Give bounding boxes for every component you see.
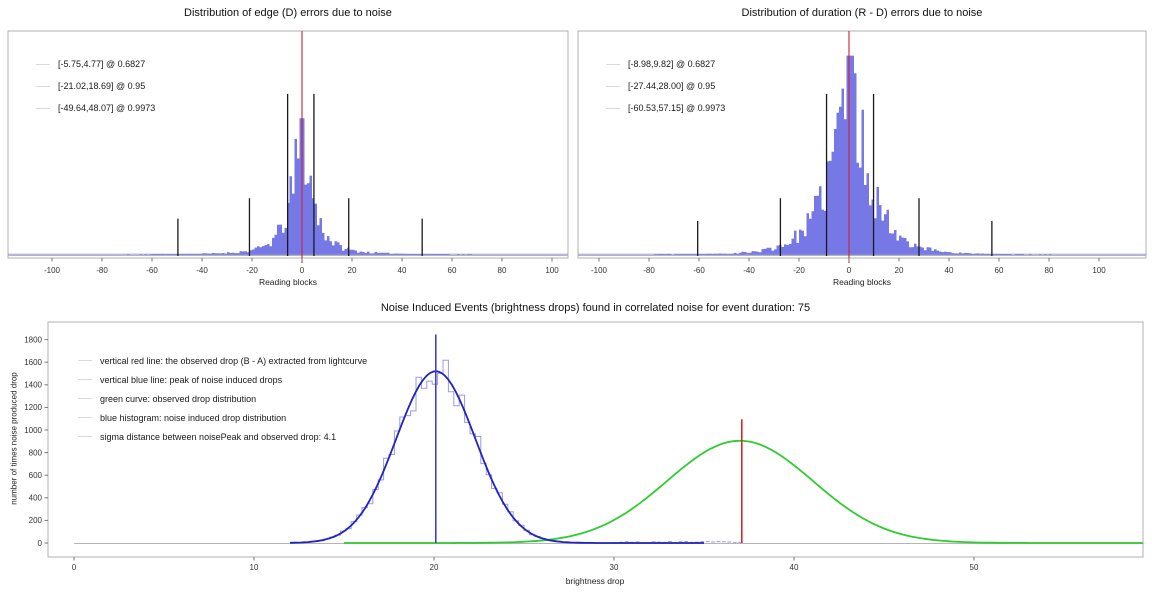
legend-label: [-60.53,57.15] @ 0.9973: [628, 103, 726, 113]
svg-text:20: 20: [348, 266, 357, 275]
svg-text:1400: 1400: [24, 381, 42, 390]
svg-text:800: 800: [29, 448, 43, 457]
legend-label: vertical red line: the observed drop (B …: [100, 355, 368, 366]
svg-text:80: 80: [498, 266, 507, 275]
legend-item: [-8.98,9.82] @ 0.6827: [606, 53, 725, 75]
legend-key-line-icon: [36, 85, 50, 87]
legend-item: [-21.02,18.69] @ 0.95: [36, 75, 155, 97]
noise-events-xlabel: brightness drop: [565, 576, 625, 586]
svg-text:1800: 1800: [24, 335, 42, 344]
legend-item: sigma distance between noisePeak and obs…: [78, 427, 367, 446]
svg-text:20: 20: [895, 266, 904, 275]
svg-text:40: 40: [790, 563, 799, 572]
svg-text:20: 20: [430, 563, 439, 572]
legend-key-line-icon: [606, 63, 620, 65]
legend-key-line-icon: [36, 63, 50, 65]
legend-item: vertical red line: the observed drop (B …: [78, 351, 367, 370]
legend-label: [-5.75,4.77] @ 0.6827: [58, 59, 146, 69]
svg-text:-60: -60: [693, 266, 705, 275]
legend-key-line-icon: [36, 107, 50, 109]
noise-events-title: Noise Induced Events (brightness drops) …: [380, 302, 811, 314]
svg-text:30: 30: [610, 563, 619, 572]
edge-errors-xlabel: Reading blocks: [258, 277, 318, 287]
legend-item: [-5.75,4.77] @ 0.6827: [36, 53, 155, 75]
svg-text:-100: -100: [44, 266, 61, 275]
svg-text:-40: -40: [743, 266, 755, 275]
legend-item: blue histogram: noise induced drop distr…: [78, 408, 367, 427]
noise-events-ylabel: number of times noise produced drop: [9, 372, 19, 505]
svg-text:200: 200: [29, 516, 43, 525]
edge-errors-legend: [-5.75,4.77] @ 0.6827 [-21.02,18.69] @ 0…: [36, 53, 155, 119]
legend-label: green curve: observed drop distribution: [100, 393, 257, 404]
legend-item: [-27.44,28.00] @ 0.95: [606, 75, 725, 97]
svg-text:0: 0: [847, 266, 852, 275]
svg-text:40: 40: [398, 266, 407, 275]
noise-events-legend: vertical red line: the observed drop (B …: [78, 351, 367, 446]
legend-key-line-icon: [606, 107, 620, 109]
duration-errors-legend: [-8.98,9.82] @ 0.6827 [-27.44,28.00] @ 0…: [606, 53, 725, 119]
svg-text:10: 10: [250, 563, 259, 572]
svg-text:100: 100: [1092, 266, 1106, 275]
svg-text:600: 600: [29, 471, 43, 480]
legend-label: sigma distance between noisePeak and obs…: [100, 431, 337, 442]
duration-errors-xlabel: Reading blocks: [832, 277, 892, 287]
svg-text:-20: -20: [246, 266, 258, 275]
legend-label: [-49.64,48.07] @ 0.9973: [58, 103, 156, 113]
legend-item: [-49.64,48.07] @ 0.9973: [36, 97, 155, 119]
svg-text:-100: -100: [591, 266, 608, 275]
legend-item: [-60.53,57.15] @ 0.9973: [606, 97, 725, 119]
svg-text:0: 0: [300, 266, 305, 275]
svg-text:400: 400: [29, 494, 43, 503]
legend-label: [-21.02,18.69] @ 0.95: [58, 81, 146, 91]
svg-text:-20: -20: [793, 266, 805, 275]
legend-key-line-icon: [606, 85, 620, 87]
svg-text:-60: -60: [146, 266, 158, 275]
svg-text:-80: -80: [96, 266, 108, 275]
svg-text:40: 40: [945, 266, 954, 275]
svg-text:-40: -40: [196, 266, 208, 275]
svg-text:100: 100: [545, 266, 559, 275]
legend-label: [-8.98,9.82] @ 0.6827: [628, 59, 716, 69]
edge-errors-title: Distribution of edge (D) errors due to n…: [184, 7, 392, 19]
svg-text:1200: 1200: [24, 403, 42, 412]
legend-key-line-icon: [78, 436, 92, 437]
svg-text:60: 60: [448, 266, 457, 275]
svg-text:-80: -80: [643, 266, 655, 275]
legend-key-line-icon: [78, 379, 92, 380]
legend-key-line-icon: [78, 417, 92, 418]
svg-text:1600: 1600: [24, 358, 42, 367]
svg-text:0: 0: [72, 563, 77, 572]
duration-errors-title: Distribution of duration (R - D) errors …: [741, 7, 983, 19]
legend-label: blue histogram: noise induced drop distr…: [100, 412, 287, 423]
legend-item: vertical blue line: peak of noise induce…: [78, 370, 367, 389]
legend-key-line-icon: [78, 360, 92, 361]
svg-text:0: 0: [38, 539, 43, 548]
svg-text:50: 50: [970, 563, 979, 572]
legend-label: [-27.44,28.00] @ 0.95: [628, 81, 716, 91]
svg-text:80: 80: [1045, 266, 1054, 275]
legend-item: green curve: observed drop distribution: [78, 389, 367, 408]
legend-key-line-icon: [78, 398, 92, 399]
svg-text:60: 60: [995, 266, 1004, 275]
legend-label: vertical blue line: peak of noise induce…: [100, 374, 283, 385]
svg-text:1000: 1000: [24, 426, 42, 435]
